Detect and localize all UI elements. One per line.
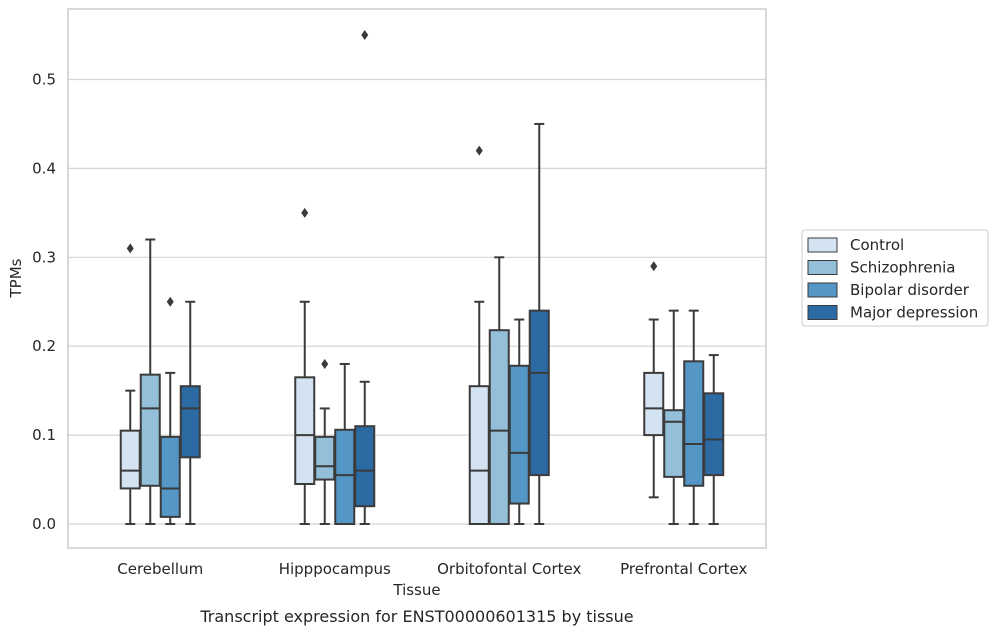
outlier-point <box>321 358 329 369</box>
series-2 <box>159 296 705 525</box>
x-tick-label: Hipppocampus <box>279 560 391 578</box>
series-3 <box>179 30 725 525</box>
box-body <box>703 392 725 477</box>
outlier-point <box>475 145 483 156</box>
legend-frame <box>801 229 989 327</box>
box-body <box>468 385 490 525</box>
y-axis-label: TPMs <box>7 258 25 298</box>
legend: Control Schizophrenia Bipolar disorder Majo… <box>801 229 989 327</box>
plot-frame <box>67 8 767 549</box>
box-series <box>119 30 725 525</box>
box-body <box>294 376 316 485</box>
outlier-point <box>361 30 369 41</box>
box-body <box>528 309 550 477</box>
box <box>683 309 705 525</box>
box <box>663 309 685 525</box>
box <box>488 256 510 525</box>
box <box>139 238 161 525</box>
y-tick-label: 0.3 <box>32 248 56 266</box>
legend-swatch <box>807 237 838 253</box>
box <box>508 318 530 525</box>
box <box>159 296 181 525</box>
box-body <box>179 385 201 459</box>
series-0 <box>119 145 665 525</box>
x-tick-label: Prefrontal Cortex <box>620 560 747 578</box>
box <box>468 145 490 525</box>
box-body <box>683 360 705 487</box>
x-axis-label: Tissue <box>392 581 440 599</box>
chart-caption: Transcript expression for ENST0000060131… <box>199 607 633 626</box>
box <box>334 362 356 525</box>
outlier-point <box>650 261 658 272</box>
box <box>119 243 141 525</box>
y-tick-label: 0.0 <box>32 515 56 533</box>
box-body <box>643 371 665 437</box>
legend-items: Control Schizophrenia Bipolar disorder Majo… <box>807 236 978 322</box>
y-tick-label: 0.5 <box>32 71 56 89</box>
box-body <box>663 409 685 478</box>
legend-swatch <box>807 305 838 320</box>
box <box>314 358 336 525</box>
box <box>528 122 550 525</box>
box <box>179 300 201 525</box>
box-body <box>314 435 336 481</box>
legend-swatch <box>807 260 838 275</box>
legend-label: Schizophrenia <box>850 259 955 277</box>
outlier-point <box>301 207 309 218</box>
outlier-point <box>126 243 134 254</box>
box <box>643 261 665 499</box>
y-tick-labels: 0.0 0.1 0.2 0.3 0.4 0.5 <box>32 71 56 534</box>
box-body <box>139 373 161 487</box>
box-body <box>354 425 376 508</box>
box <box>294 207 316 525</box>
box-body <box>119 429 141 490</box>
legend-swatch <box>807 282 838 298</box>
box <box>703 354 725 525</box>
legend-label: Bipolar disorder <box>850 281 970 299</box>
y-tick-label: 0.1 <box>32 426 56 444</box>
box-body <box>334 428 356 525</box>
outlier-point <box>166 296 174 307</box>
box <box>354 30 376 525</box>
legend-label: Control <box>850 236 904 254</box>
x-tick-label: Orbitofontal Cortex <box>437 560 581 578</box>
box-body <box>159 435 181 518</box>
y-tick-label: 0.4 <box>32 159 56 177</box>
box-body <box>488 329 510 525</box>
box-body <box>508 364 530 505</box>
x-tick-label: Cerebellum <box>117 560 203 578</box>
series-1 <box>139 238 685 525</box>
y-tick-label: 0.2 <box>32 337 56 355</box>
legend-label: Major depression <box>850 304 978 322</box>
x-tick-labels: Cerebellum Hipppocampus Orbitofontal Corte… <box>117 560 747 578</box>
